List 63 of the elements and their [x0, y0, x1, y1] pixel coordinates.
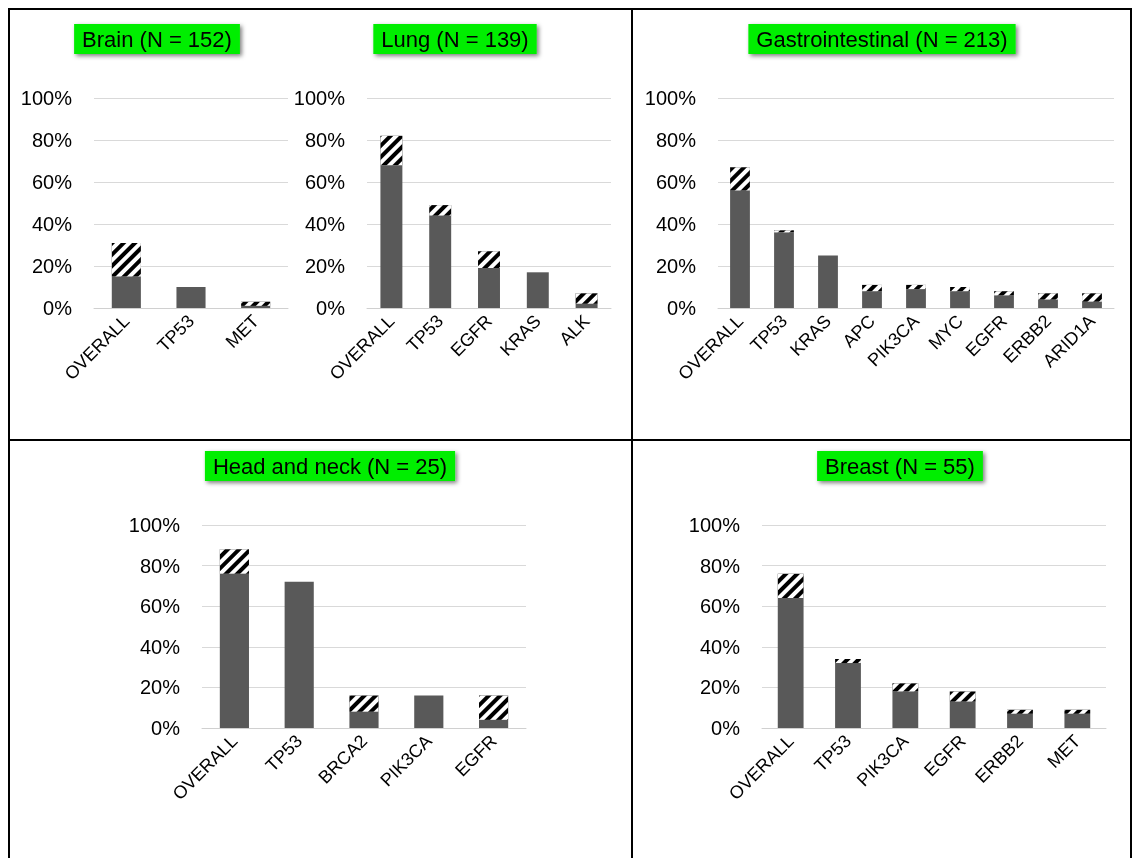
bar	[950, 291, 970, 308]
chart-title: Head and neck (N = 25)	[212, 453, 448, 479]
y-tick-label: 40%	[655, 213, 697, 235]
y-tick-label: 40%	[699, 635, 741, 658]
y-tick-label: 0%	[711, 717, 741, 739]
bar	[818, 255, 838, 308]
bar	[862, 291, 882, 308]
y-tick-label: 60%	[31, 171, 73, 193]
bar	[1038, 299, 1058, 308]
y-tick-label: 0%	[316, 297, 346, 319]
bar	[949, 701, 976, 728]
y-tick-label: 60%	[304, 171, 346, 193]
bar	[1082, 301, 1102, 308]
y-tick-label: 40%	[31, 213, 73, 235]
chart-title: Lung (N = 139)	[381, 26, 529, 52]
y-tick-label: 100%	[293, 87, 346, 109]
y-tick-label: 80%	[304, 129, 346, 151]
bar	[479, 719, 509, 728]
y-tick-label: 80%	[31, 129, 73, 151]
y-tick-label: 100%	[688, 514, 741, 536]
bar	[526, 272, 549, 308]
bar	[429, 215, 452, 308]
y-tick-label: 80%	[139, 554, 181, 577]
y-tick-label: 0%	[667, 297, 697, 319]
y-tick-label: 100%	[20, 87, 73, 109]
bar	[478, 268, 500, 308]
bar	[1007, 713, 1033, 728]
bar	[774, 232, 794, 308]
bar	[575, 303, 598, 308]
y-tick-label: 60%	[699, 595, 741, 618]
y-tick-label: 20%	[655, 255, 697, 277]
bar	[835, 663, 861, 728]
y-tick-label: 60%	[655, 171, 697, 193]
y-tick-label: 60%	[139, 595, 181, 618]
bar	[111, 276, 141, 308]
y-tick-label: 80%	[699, 554, 741, 577]
chart-title: Breast (N = 55)	[825, 453, 975, 479]
y-tick-label: 40%	[304, 213, 346, 235]
y-tick-label: 80%	[655, 129, 697, 151]
bar	[414, 695, 444, 728]
y-tick-label: 100%	[128, 514, 181, 536]
bar	[1064, 713, 1091, 728]
bar	[349, 711, 379, 728]
bar	[892, 691, 919, 728]
bar	[906, 289, 926, 308]
bar	[241, 305, 271, 308]
bar	[380, 165, 403, 308]
chart-title: Gastrointestinal (N = 213)	[756, 26, 1008, 52]
bar	[994, 295, 1014, 308]
bar	[777, 598, 804, 728]
y-tick-label: 20%	[699, 676, 741, 699]
y-tick-label: 20%	[139, 676, 181, 699]
chart-title: Brain (N = 152)	[82, 26, 232, 52]
bar	[730, 190, 750, 308]
y-tick-label: 20%	[304, 255, 346, 277]
bar	[176, 287, 206, 308]
y-tick-label: 20%	[31, 255, 73, 277]
y-tick-label: 0%	[43, 297, 73, 319]
y-tick-label: 40%	[139, 635, 181, 658]
y-tick-label: 0%	[151, 717, 181, 739]
bar	[219, 573, 249, 728]
y-tick-label: 100%	[644, 87, 697, 109]
bar	[284, 581, 314, 728]
